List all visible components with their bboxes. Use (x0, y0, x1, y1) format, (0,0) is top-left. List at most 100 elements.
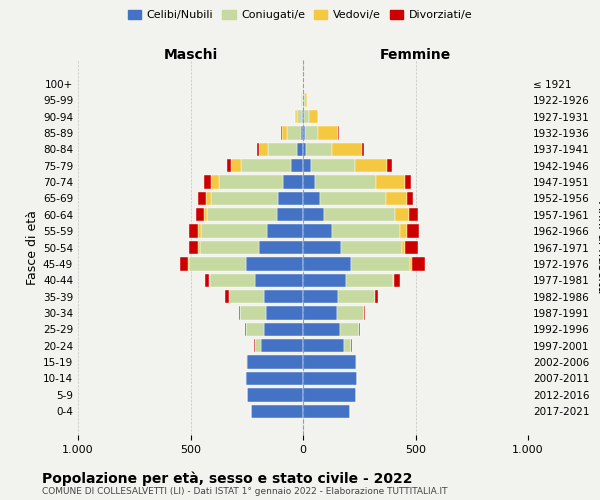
Bar (287, 126, 301, 140)
Legend: Celibi/Nubili, Coniugati/e, Vedovi/e, Divorziati/e: Celibi/Nubili, Coniugati/e, Vedovi/e, Di… (124, 6, 476, 25)
Bar (303, 192, 320, 205)
Bar (359, 322, 360, 336)
Bar (364, 306, 365, 320)
Bar (290, 159, 303, 172)
Bar (277, 208, 303, 222)
Bar (332, 142, 361, 156)
Bar (268, 142, 298, 156)
Text: COMUNE DI COLLESALVETTI (LI) - Dati ISTAT 1° gennaio 2022 - Elaborazione TUTTITA: COMUNE DI COLLESALVETTI (LI) - Dati ISTA… (42, 486, 448, 496)
Bar (218, 176, 283, 188)
Bar (304, 110, 308, 123)
Bar (303, 388, 356, 402)
Text: Popolazione per età, sesso e stato civile - 2022: Popolazione per età, sesso e stato civil… (42, 472, 413, 486)
Bar (307, 142, 332, 156)
Bar (407, 224, 419, 238)
Bar (343, 339, 352, 352)
Bar (305, 94, 307, 107)
Bar (407, 192, 413, 205)
Y-axis label: Anni di nascita: Anni di nascita (595, 201, 600, 294)
Bar (206, 192, 211, 205)
Bar (257, 142, 259, 156)
Bar (188, 257, 190, 270)
Bar (263, 322, 303, 336)
Bar (386, 192, 407, 205)
Bar (225, 290, 229, 304)
Bar (303, 142, 307, 156)
Bar (303, 208, 325, 222)
Bar (316, 176, 376, 188)
Bar (239, 306, 240, 320)
Bar (303, 126, 305, 140)
Bar (240, 306, 266, 320)
Bar (204, 208, 208, 222)
Bar (199, 192, 206, 205)
Bar (262, 339, 303, 352)
Bar (393, 274, 394, 287)
Bar (394, 274, 400, 287)
Bar (211, 176, 218, 188)
Bar (395, 208, 409, 222)
Bar (308, 110, 317, 123)
Bar (298, 110, 302, 123)
Bar (241, 159, 290, 172)
Bar (376, 176, 406, 188)
Bar (303, 274, 346, 287)
Bar (355, 159, 388, 172)
Bar (245, 356, 247, 369)
Bar (245, 257, 303, 270)
Bar (303, 404, 350, 418)
Bar (254, 339, 262, 352)
Bar (190, 257, 245, 270)
Bar (266, 306, 303, 320)
Bar (303, 110, 304, 123)
Bar (303, 159, 311, 172)
Bar (199, 241, 259, 254)
Bar (303, 356, 356, 369)
Bar (303, 241, 341, 254)
Bar (211, 192, 278, 205)
Bar (302, 110, 303, 123)
Bar (205, 274, 209, 287)
Bar (325, 208, 395, 222)
Bar (200, 224, 267, 238)
Bar (254, 274, 303, 287)
Bar (338, 126, 339, 140)
Bar (303, 176, 316, 188)
Bar (190, 241, 199, 254)
Bar (196, 208, 204, 222)
Bar (303, 224, 332, 238)
Bar (402, 241, 406, 254)
Bar (181, 257, 188, 270)
Bar (303, 306, 337, 320)
Bar (298, 142, 303, 156)
Bar (245, 372, 303, 385)
Bar (208, 208, 277, 222)
Bar (190, 224, 199, 238)
Bar (199, 224, 200, 238)
Bar (229, 290, 263, 304)
Bar (388, 159, 392, 172)
Bar (406, 176, 411, 188)
Bar (410, 257, 412, 270)
Bar (278, 192, 303, 205)
Bar (303, 290, 338, 304)
Bar (251, 404, 303, 418)
Bar (304, 94, 305, 107)
Bar (301, 126, 303, 140)
Bar (352, 257, 410, 270)
Bar (409, 208, 418, 222)
Bar (332, 224, 400, 238)
Bar (338, 290, 375, 304)
Bar (406, 241, 418, 254)
Bar (303, 257, 352, 270)
Bar (303, 339, 343, 352)
Bar (295, 110, 298, 123)
Bar (346, 274, 393, 287)
Bar (340, 322, 359, 336)
Bar (231, 159, 241, 172)
Bar (361, 142, 364, 156)
Bar (303, 322, 340, 336)
Bar (247, 388, 303, 402)
Bar (259, 142, 268, 156)
Bar (209, 274, 254, 287)
